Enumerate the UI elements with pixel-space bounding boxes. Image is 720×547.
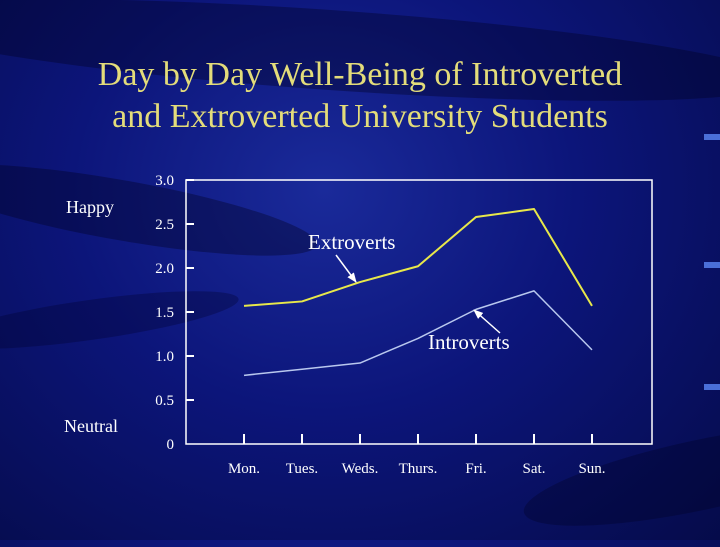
series-line-extroverts [243, 208, 593, 307]
happy-label: Happy [66, 197, 114, 217]
annotation-layer: Extroverts Introverts [308, 230, 510, 354]
title-line-1: Day by Day Well-Being of Introverted [97, 56, 623, 93]
series-layer [243, 208, 593, 377]
x-tick-label: Thurs. [399, 461, 438, 477]
x-tick-label: Sun. [578, 461, 605, 477]
y-tick-label: 1.5 [155, 305, 174, 321]
x-axis: Mon. Tues. Weds. Thurs. Fri. Sat. Sun. [228, 434, 606, 477]
edge-accent [704, 262, 720, 268]
plot-frame [185, 179, 653, 445]
series-line-introverts [243, 290, 593, 377]
x-tick-label: Sat. [523, 461, 546, 477]
slide-title: Day by Day Well-Being of Introverted and… [0, 54, 720, 138]
y-tick-label: 0 [167, 437, 175, 453]
y-tick-label: 2.5 [155, 217, 174, 233]
y-axis: 0 0.5 1.0 1.5 2.0 2.5 3.0 [155, 173, 194, 453]
x-tick-label: Weds. [342, 461, 379, 477]
annotation-arrow [473, 309, 501, 334]
annotation-label-introverts: Introverts [428, 330, 510, 354]
x-tick-label: Mon. [228, 461, 260, 477]
edge-accent [704, 134, 720, 140]
x-tick-label: Tues. [286, 461, 318, 477]
x-tick-label: Fri. [465, 461, 486, 477]
y-tick-label: 2.0 [155, 261, 174, 277]
edge-accent [704, 384, 720, 390]
annotation-label-extroverts: Extroverts [308, 230, 395, 254]
annotation-arrow [335, 254, 357, 283]
neutral-label: Neutral [64, 416, 118, 436]
y-tick-label: 0.5 [155, 393, 174, 409]
title-line-2: and Extroverted University Students [112, 98, 608, 135]
y-tick-label: 1.0 [155, 349, 174, 365]
y-tick-label: 3.0 [155, 173, 174, 189]
